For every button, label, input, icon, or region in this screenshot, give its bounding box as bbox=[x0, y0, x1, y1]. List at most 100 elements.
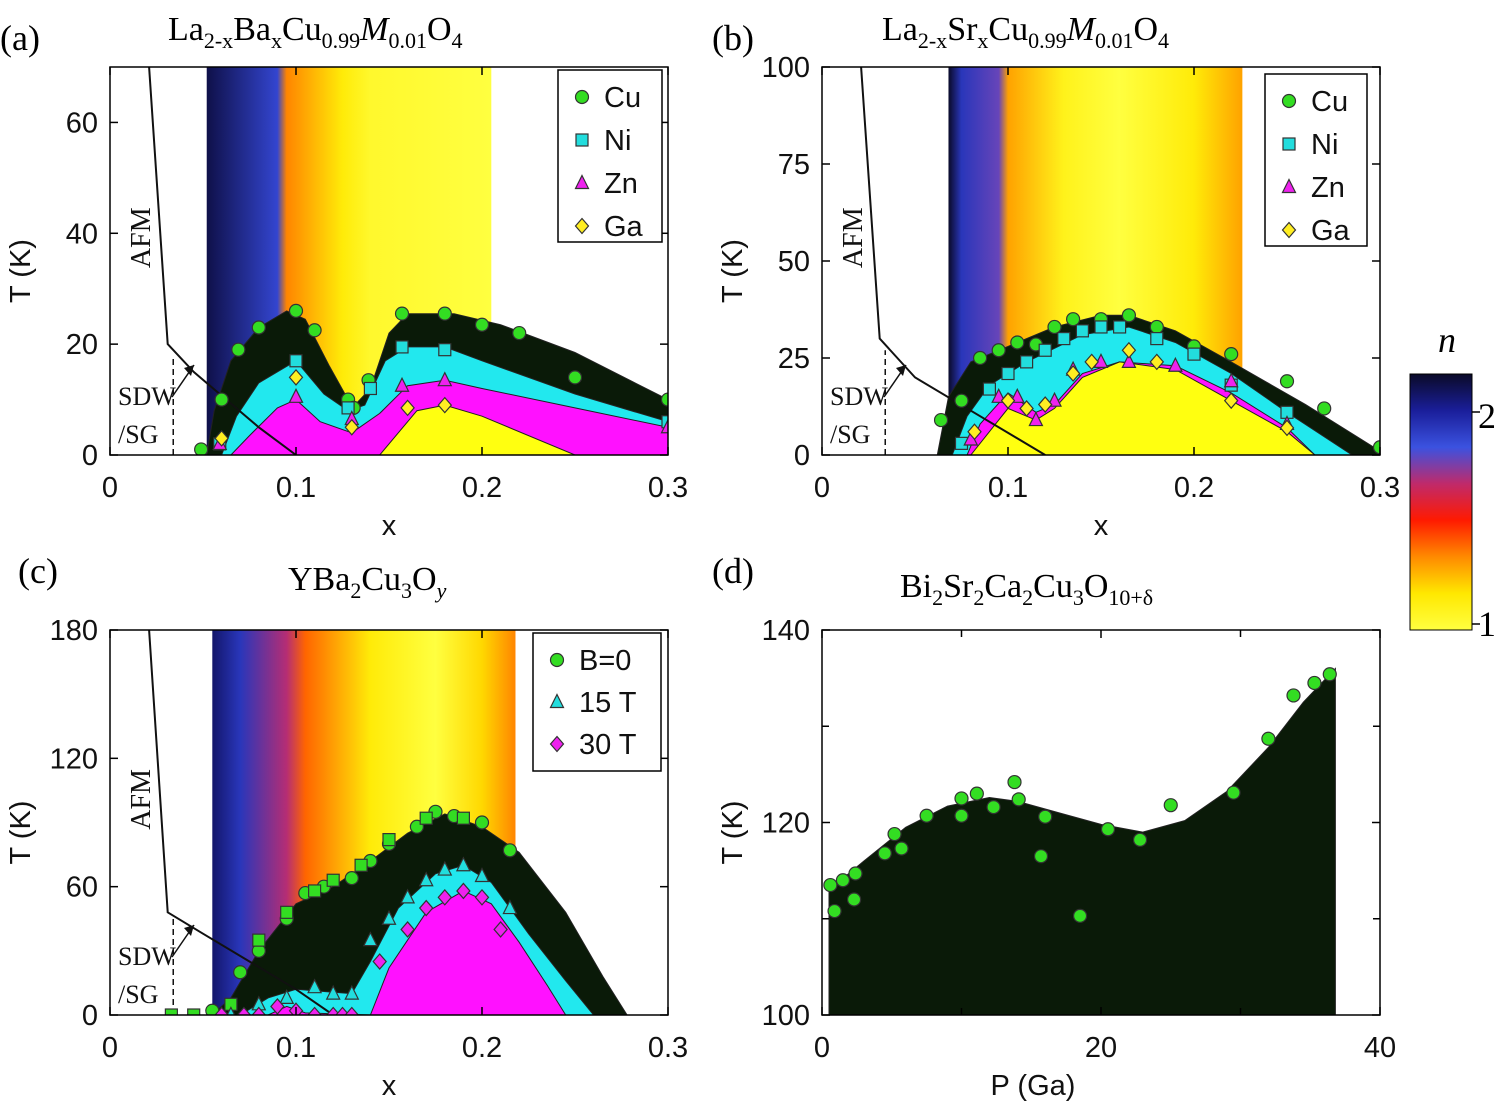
data-point-15-t bbox=[344, 984, 360, 1000]
panel-c-label: (c) bbox=[18, 551, 58, 591]
legend-label: Ni bbox=[604, 125, 631, 157]
data-point-30-t bbox=[456, 882, 471, 900]
data-point-15-t bbox=[325, 984, 341, 1000]
data-point-ni bbox=[1094, 320, 1108, 334]
sdw-arrow-head bbox=[184, 365, 194, 376]
y-tick-label: 0 bbox=[794, 440, 810, 472]
data-point-cu bbox=[1047, 319, 1062, 335]
panel-b: (b) La2-xSrxCu0.99M0.01O4 0 0.1 0.2 0.3 0 25 5… bbox=[712, 11, 1400, 542]
data-point-zn bbox=[1028, 411, 1044, 427]
data-point-tc bbox=[1011, 792, 1026, 807]
legend-label: 30 T bbox=[579, 729, 637, 761]
data-point-ni bbox=[438, 343, 452, 357]
data-point-cu bbox=[1121, 308, 1137, 323]
y-axis-label: T (K) bbox=[5, 801, 37, 865]
data-point-cu bbox=[1317, 401, 1332, 416]
data-point-zn bbox=[394, 376, 410, 392]
legend: Cu Ni Zn Ga bbox=[1264, 73, 1368, 247]
legend-label: Cu bbox=[1311, 86, 1348, 118]
data-point-tc bbox=[823, 877, 838, 893]
data-point-b-0 bbox=[233, 965, 248, 980]
data-point-30-t bbox=[214, 1006, 229, 1015]
panel-c-title: YBa2Cu3Oy bbox=[288, 561, 447, 603]
data-point-zn bbox=[288, 387, 304, 403]
data-point-b-0-squares bbox=[308, 884, 322, 898]
data-point-ga bbox=[1223, 392, 1239, 410]
x-tick-label: 0 bbox=[102, 472, 118, 504]
data-point-15-t bbox=[418, 871, 434, 887]
legend-marker-cu bbox=[574, 89, 590, 105]
data-point-30-t bbox=[307, 1006, 322, 1015]
data-point-cu bbox=[567, 370, 583, 385]
afm-label: AFM bbox=[126, 769, 157, 830]
data-point-ni bbox=[1187, 347, 1201, 361]
plot-frame bbox=[109, 66, 669, 456]
y-tick-label: 180 bbox=[50, 615, 98, 647]
data-point-cu bbox=[214, 392, 229, 407]
panel-d: (d) Bi2Sr2Ca2Cu3O10+δ 0 20 40 100 120 140 P (G… bbox=[712, 551, 1396, 1102]
data-point-cu bbox=[288, 303, 304, 318]
y-tick-label: 100 bbox=[762, 52, 810, 84]
data-point-tc bbox=[1307, 675, 1322, 691]
afm-boundary-line bbox=[860, 67, 1046, 455]
data-point-15-t bbox=[381, 909, 397, 925]
x-tick-label: 0.3 bbox=[648, 472, 688, 504]
data-point-cu bbox=[972, 350, 988, 366]
data-point-b-0 bbox=[344, 871, 359, 886]
data-point-cu bbox=[251, 320, 266, 335]
legend-label: Zn bbox=[604, 168, 638, 200]
colorbar-label: n bbox=[1438, 320, 1456, 360]
data-point-ga bbox=[1149, 353, 1165, 371]
data-point-b-0 bbox=[474, 815, 490, 830]
data-point-ni bbox=[289, 354, 303, 368]
legend-label: B=0 bbox=[579, 645, 631, 677]
colorbar-tick-label-bottom: 1 bbox=[1478, 604, 1496, 644]
data-point-tc bbox=[835, 873, 851, 888]
plot-area bbox=[148, 67, 668, 455]
data-point-ni bbox=[363, 381, 377, 396]
legend-label: Ga bbox=[604, 211, 644, 243]
data-point-ga bbox=[1037, 396, 1053, 413]
legend-marker-zn bbox=[1281, 178, 1297, 194]
data-point-ga bbox=[214, 429, 229, 447]
data-point-cu bbox=[1279, 374, 1295, 389]
plot-area bbox=[823, 667, 1337, 1015]
y-axis-label: T (K) bbox=[717, 239, 749, 303]
legend-box bbox=[1264, 73, 1368, 247]
data-point-ni bbox=[395, 340, 409, 354]
legend-marker-b-0 bbox=[549, 652, 565, 668]
panel-d-label: (d) bbox=[712, 551, 754, 591]
sdw-label: SDW bbox=[118, 382, 176, 411]
data-point-tc bbox=[986, 799, 1001, 815]
panel-c: (c) YBa2Cu3Oy 0 0.1 0.2 0.3 0 60 120 180 x T (K) A… bbox=[5, 551, 688, 1102]
data-point-ni bbox=[341, 401, 355, 415]
sdw-label: SDW bbox=[830, 382, 888, 411]
data-point-ga bbox=[1121, 341, 1137, 359]
data-point-ga bbox=[437, 396, 453, 414]
data-point-ga bbox=[1279, 419, 1295, 437]
data-point-tc bbox=[969, 786, 984, 801]
data-point-b-0-squares bbox=[164, 1008, 178, 1015]
legend-label: 15 T bbox=[579, 687, 637, 719]
panel-a: (a) La2-xBaxCu0.99M0.01O4 0 0.1 0.2 0.3 0 20 4… bbox=[0, 11, 688, 542]
x-tick-label: 0.3 bbox=[1360, 472, 1400, 504]
data-point-b-0-squares bbox=[252, 933, 266, 947]
data-point-ni bbox=[982, 382, 997, 396]
y-tick-label: 75 bbox=[778, 149, 810, 181]
data-point-tc bbox=[848, 866, 863, 881]
x-tick-label: 0.1 bbox=[276, 472, 316, 504]
data-point-30-t bbox=[418, 899, 434, 917]
legend-marker-ni bbox=[1282, 137, 1296, 151]
data-point-tc bbox=[846, 892, 862, 907]
dome-fill-ga bbox=[970, 361, 1316, 455]
legend-marker-zn bbox=[574, 174, 590, 190]
data-point-cu bbox=[660, 392, 668, 407]
data-point-cu bbox=[954, 393, 969, 408]
data-point-30-t bbox=[400, 921, 415, 938]
data-point-cu bbox=[1372, 440, 1380, 455]
data-point-15-t bbox=[307, 978, 323, 994]
data-point-ni bbox=[1112, 320, 1127, 334]
data-point-ni bbox=[1001, 366, 1015, 381]
legend-marker-30-t bbox=[549, 735, 565, 753]
x-axis-label: x bbox=[382, 1070, 397, 1102]
